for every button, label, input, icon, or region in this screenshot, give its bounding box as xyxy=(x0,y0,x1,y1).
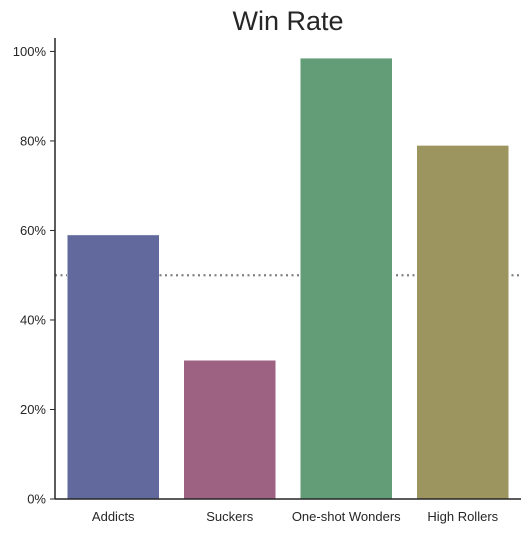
x-tick-label: One-shot Wonders xyxy=(292,509,401,524)
bars-layer xyxy=(66,57,510,500)
x-axis-labels: Addicts Suckers One-shot Wonders High Rolle… xyxy=(92,509,499,524)
y-tick-label: 0% xyxy=(27,492,46,507)
bar-one-shot-wonders xyxy=(299,57,393,500)
y-tick-label: 100% xyxy=(13,44,47,59)
chart-title: Win Rate xyxy=(232,6,343,36)
bar-addicts xyxy=(66,234,160,500)
y-tick-label: 20% xyxy=(20,402,46,417)
y-tick-label: 40% xyxy=(20,312,46,327)
bar-suckers xyxy=(183,360,277,500)
y-tick-label: 80% xyxy=(20,133,46,148)
y-tick-label: 60% xyxy=(20,223,46,238)
x-tick-label: High Rollers xyxy=(427,509,498,524)
x-tick-label: Suckers xyxy=(206,509,253,524)
bar-high-rollers xyxy=(416,145,510,500)
x-tick-label: Addicts xyxy=(92,509,135,524)
y-axis-ticks: 0% 20% 40% 60% 80% 100% xyxy=(13,44,55,507)
